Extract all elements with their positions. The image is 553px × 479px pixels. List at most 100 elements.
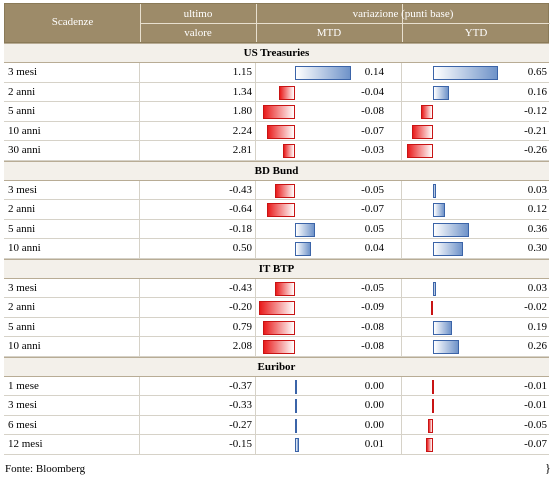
mtd-bar (267, 203, 295, 217)
source-note: Fonte: Bloomberg (5, 463, 86, 475)
mtd-value: -0.03 (361, 144, 384, 156)
maturity-label: 5 anni (8, 320, 36, 333)
mtd-bar (259, 301, 295, 315)
last-value: 2.24 (232, 124, 252, 137)
ytd-value: 0.30 (527, 242, 547, 254)
mtd-bar (295, 222, 315, 237)
ytd-value: -0.12 (524, 105, 547, 117)
ytd-value: 0.65 (527, 66, 547, 78)
ytd-value: -0.07 (524, 438, 547, 450)
header-mtd: MTD (316, 27, 342, 39)
header-variazione: variazione (punti base) (352, 8, 454, 20)
mtd-bar (263, 320, 295, 335)
mtd-bar (295, 66, 351, 80)
ytd-bar (431, 301, 433, 315)
section-title: BD Bund (4, 160, 549, 181)
maturity-label: 3 mesi (8, 66, 38, 78)
last-value: -0.43 (229, 281, 252, 294)
maturity-label: 3 mesi (8, 281, 38, 294)
mtd-value: -0.05 (361, 281, 384, 294)
table-row: 1 mese -0.37 0.00 -0.01 (4, 376, 549, 396)
section-title: IT BTP (4, 258, 549, 279)
last-value: 2.81 (232, 144, 252, 156)
last-value: -0.18 (229, 222, 252, 235)
ytd-bar (433, 340, 459, 354)
maturity-label: 1 mese (8, 379, 39, 392)
table-row: 3 mesi -0.33 0.00 -0.01 (4, 396, 549, 416)
mtd-bar (263, 105, 295, 119)
mtd-value: 0.00 (364, 379, 384, 392)
ytd-bar (433, 66, 498, 80)
ytd-bar (433, 85, 449, 100)
maturity-label: 5 anni (8, 222, 36, 235)
ytd-value: -0.01 (524, 379, 547, 392)
ytd-bar (433, 320, 452, 335)
table-row: 6 mesi -0.27 0.00 -0.05 (4, 415, 549, 435)
ytd-bar (412, 124, 433, 139)
last-value: -0.64 (229, 203, 252, 215)
maturity-label: 2 anni (8, 203, 36, 215)
mtd-value: -0.07 (361, 124, 384, 137)
mtd-value: -0.08 (361, 340, 384, 352)
maturity-label: 30 anni (8, 144, 41, 156)
ytd-value: 0.12 (527, 203, 547, 215)
last-value: -0.37 (229, 379, 252, 392)
mtd-bar (295, 438, 299, 452)
table-row: 3 mesi -0.43 -0.05 0.03 (4, 278, 549, 298)
ytd-value: -0.02 (524, 301, 547, 313)
maturity-label: 6 mesi (8, 418, 38, 431)
last-value: 1.34 (232, 85, 252, 98)
ytd-value: 0.03 (527, 183, 547, 196)
last-value: 2.08 (232, 340, 252, 352)
ytd-bar (426, 438, 433, 452)
header-ultimo: ultimo (183, 8, 213, 20)
ytd-value: 0.26 (527, 340, 547, 352)
header-valore: valore (184, 27, 212, 39)
ytd-bar (433, 203, 445, 217)
maturity-label: 12 mesi (8, 438, 43, 450)
mtd-value: 0.05 (364, 222, 384, 235)
ytd-bar (433, 242, 463, 256)
last-value: 0.79 (232, 320, 252, 333)
ytd-value: -0.21 (524, 124, 547, 137)
maturity-label: 5 anni (8, 105, 36, 117)
mtd-value: -0.08 (361, 320, 384, 333)
mtd-value: -0.09 (361, 301, 384, 313)
ytd-value: 0.16 (527, 85, 547, 98)
table-row: 2 anni -0.64 -0.07 0.12 (4, 200, 549, 220)
table-row: 5 anni 0.79 -0.08 0.19 (4, 317, 549, 337)
maturity-label: 3 mesi (8, 399, 38, 411)
mtd-value: -0.04 (361, 85, 384, 98)
last-value: -0.20 (229, 301, 252, 313)
last-value: 0.50 (232, 242, 252, 254)
mtd-value: 0.00 (364, 399, 384, 411)
ytd-bar (433, 281, 436, 296)
ytd-bar (421, 105, 433, 119)
table-header: Scadenze ultimo valore variazione (punti… (4, 3, 550, 43)
last-value: -0.43 (229, 183, 252, 196)
table-body: US Treasuries 3 mesi 1.15 0.14 0.65 2 anni 1.3… (4, 43, 549, 455)
mtd-bar (295, 379, 297, 394)
ytd-value: -0.26 (524, 144, 547, 156)
ytd-value: 0.36 (527, 222, 547, 235)
ytd-bar (431, 379, 434, 394)
ytd-bar (428, 418, 433, 433)
mtd-bar (295, 399, 297, 413)
maturity-label: 3 mesi (8, 183, 38, 196)
maturity-label: 2 anni (8, 301, 36, 313)
table-row: 3 mesi -0.43 -0.05 0.03 (4, 180, 549, 200)
mtd-bar (279, 85, 295, 100)
table-row: 12 mesi -0.15 0.01 -0.07 (4, 435, 549, 455)
ytd-bar (407, 144, 433, 158)
table-row: 5 anni 1.80 -0.08 -0.12 (4, 102, 549, 122)
mtd-value: -0.05 (361, 183, 384, 196)
brace-mark: } (545, 461, 551, 475)
table-row: 3 mesi 1.15 0.14 0.65 (4, 63, 549, 83)
table-row: 2 anni -0.20 -0.09 -0.02 (4, 298, 549, 318)
maturity-label: 10 anni (8, 242, 41, 254)
ytd-value: -0.05 (524, 418, 547, 431)
mtd-value: 0.14 (364, 66, 384, 78)
mtd-bar (283, 144, 295, 158)
last-value: -0.15 (229, 438, 252, 450)
ytd-bar (433, 222, 469, 237)
